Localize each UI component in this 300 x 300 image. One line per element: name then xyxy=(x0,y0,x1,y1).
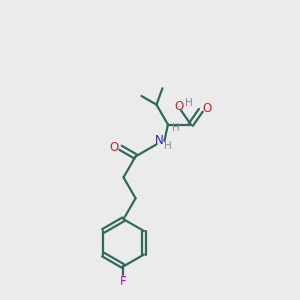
Text: O: O xyxy=(110,141,119,154)
Text: F: F xyxy=(120,275,127,288)
Text: H: H xyxy=(172,123,180,133)
Text: H: H xyxy=(164,141,171,151)
Text: O: O xyxy=(203,102,212,115)
Text: O: O xyxy=(175,100,184,113)
Text: N: N xyxy=(154,134,163,147)
Text: H: H xyxy=(185,98,193,108)
